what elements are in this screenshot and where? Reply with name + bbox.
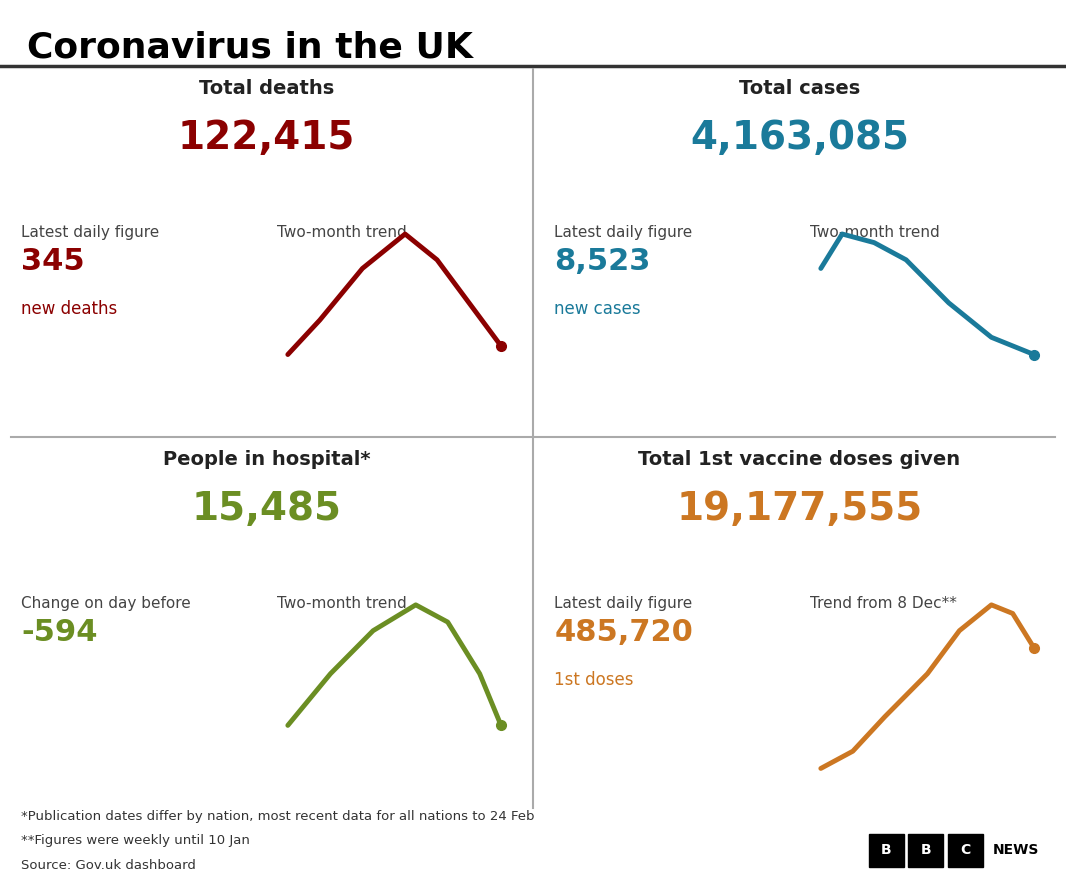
Text: Total 1st vaccine doses given: Total 1st vaccine doses given: [639, 450, 960, 470]
Text: **Figures were weekly until 10 Jan: **Figures were weekly until 10 Jan: [21, 834, 251, 848]
Text: *Publication dates differ by nation, most recent data for all nations to 24 Feb: *Publication dates differ by nation, mos…: [21, 810, 535, 823]
Text: Coronavirus in the UK: Coronavirus in the UK: [27, 31, 472, 65]
Text: 345: 345: [21, 247, 85, 276]
Text: Two-month trend: Two-month trend: [277, 596, 407, 611]
Text: 122,415: 122,415: [178, 119, 355, 157]
Text: Change on day before: Change on day before: [21, 596, 191, 611]
Text: 19,177,555: 19,177,555: [676, 490, 923, 528]
Text: new deaths: new deaths: [21, 300, 117, 318]
Text: C: C: [960, 843, 970, 857]
Text: People in hospital*: People in hospital*: [163, 450, 370, 470]
Text: Trend from 8 Dec**: Trend from 8 Dec**: [810, 596, 957, 611]
Text: Latest daily figure: Latest daily figure: [554, 225, 693, 240]
Text: NEWS: NEWS: [992, 843, 1039, 857]
Text: Two-month trend: Two-month trend: [277, 225, 407, 240]
Text: Latest daily figure: Latest daily figure: [21, 225, 160, 240]
Text: B: B: [882, 843, 891, 857]
Text: Total cases: Total cases: [739, 79, 860, 99]
Text: Two-month trend: Two-month trend: [810, 225, 940, 240]
Text: new cases: new cases: [554, 300, 641, 318]
Text: -594: -594: [21, 618, 98, 647]
Text: 485,720: 485,720: [554, 618, 693, 647]
Text: 1st doses: 1st doses: [554, 671, 634, 689]
Text: Source: Gov.uk dashboard: Source: Gov.uk dashboard: [21, 859, 196, 872]
Text: 4,163,085: 4,163,085: [690, 119, 909, 157]
Text: B: B: [921, 843, 931, 857]
Text: 15,485: 15,485: [192, 490, 341, 528]
Text: Latest daily figure: Latest daily figure: [554, 596, 693, 611]
Text: Total deaths: Total deaths: [199, 79, 334, 99]
Text: 8,523: 8,523: [554, 247, 650, 276]
